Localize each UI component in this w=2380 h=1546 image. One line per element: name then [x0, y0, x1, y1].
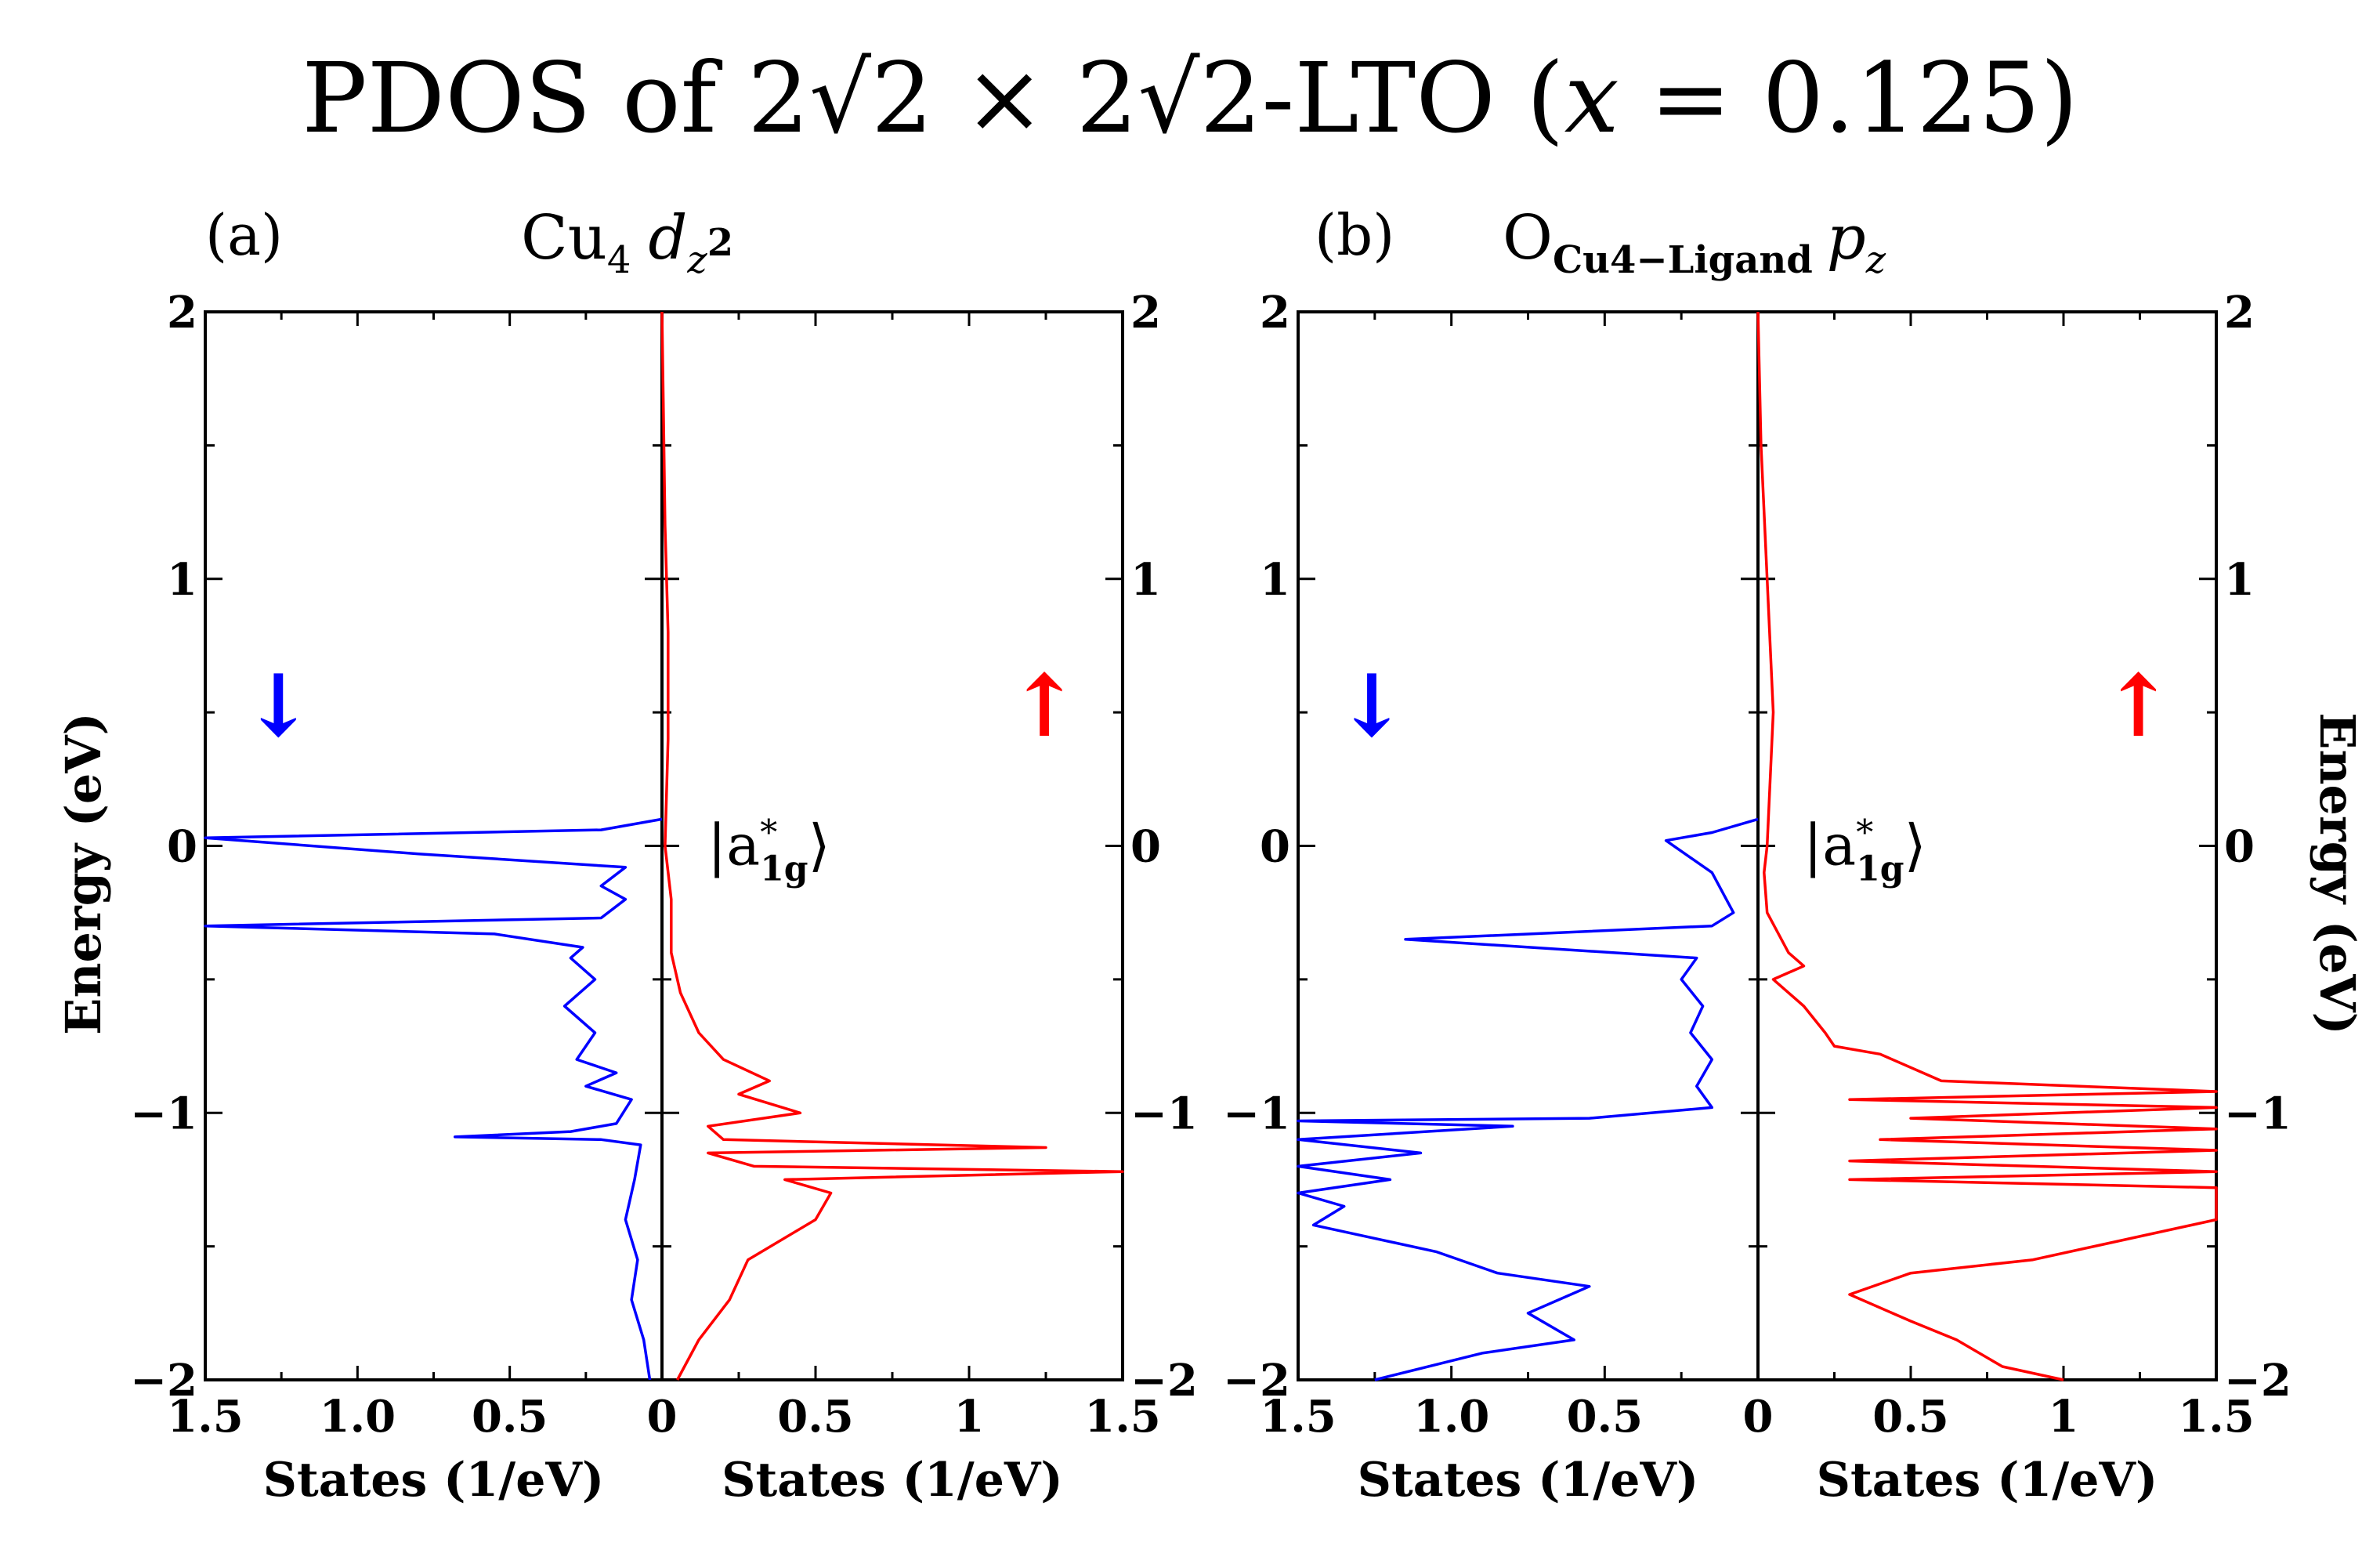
y-tick-label-left: 1	[167, 554, 197, 606]
a1g-annotation: |a* 1g⟩	[1803, 813, 1926, 889]
spin-up-arrow: ↑	[1008, 655, 1080, 756]
x-axis-label-left: States (1/eV)	[263, 1453, 605, 1508]
y-tick-label-right: 0	[1130, 821, 1161, 873]
y-tick-label-left: −2	[1223, 1355, 1290, 1407]
y-tick-label-right: −1	[1130, 1088, 1198, 1139]
y-tick-label-left: 0	[1260, 821, 1290, 873]
x-tick-label: 0.5	[472, 1391, 548, 1443]
x-axis-label-right: States (1/eV)	[722, 1453, 1063, 1508]
x-tick-label: 1.5	[2178, 1391, 2254, 1443]
x-tick-label: 1.5	[1260, 1391, 1336, 1443]
x-tick-label: 1.0	[1413, 1391, 1489, 1443]
y-tick-label-right: 0	[2224, 821, 2255, 873]
y-tick-label-right: 1	[1130, 554, 1161, 606]
spin-down-arrow: ↓	[242, 655, 314, 756]
y-axis-label-right: Energy (eV)	[2309, 712, 2366, 1035]
panel-b-label: (b)	[1315, 202, 1394, 268]
y-axis-label-left: Energy (eV)	[55, 712, 112, 1035]
y-tick-label-left: −2	[130, 1355, 197, 1407]
a1g-annotation: |a* 1g⟩	[707, 813, 830, 889]
title-radical: √2	[809, 42, 933, 155]
spin-down-arrow: ↓	[1336, 655, 1408, 756]
panel-a-plot: −2 −2 −1 −1 0 0 1 1 2 2 1.5 1.0 0.5 0 0.5 1 1.5 States (1…	[130, 287, 1198, 1508]
y-tick-label-left: 2	[1260, 287, 1290, 339]
title-pre: PDOS of 2	[302, 42, 809, 155]
x-axis-label-right: States (1/eV)	[1817, 1453, 2158, 1508]
x-tick-label: 0.5	[1872, 1391, 1948, 1443]
x-tick-label: 0	[1743, 1391, 1774, 1443]
y-tick-label-left: 1	[1260, 554, 1290, 606]
spin-up-line	[1756, 311, 2218, 1381]
title-eq: = 0.125)	[1619, 42, 2078, 155]
spin-up-line	[660, 311, 1124, 1381]
y-tick-label-right: −2	[1130, 1355, 1198, 1407]
chart-title: PDOS of 2√2 × 2√2-LTO (x = 0.125)	[302, 42, 2078, 155]
y-tick-label-left: −1	[1223, 1088, 1290, 1139]
y-tick-label-right: 2	[1130, 287, 1161, 339]
panel-a-orbital: Cu4 dz2	[521, 203, 733, 282]
spin-down-line	[1297, 817, 1759, 1381]
x-tick-label: 1	[2049, 1391, 2079, 1443]
title-radical-2: √2	[1138, 42, 1262, 155]
x-tick-label: 0.5	[1567, 1391, 1643, 1443]
title-post: -LTO (	[1261, 42, 1564, 155]
panel-a-label: (a)	[205, 202, 283, 268]
y-tick-label-left: 2	[167, 287, 197, 339]
x-tick-label: 1.0	[320, 1391, 396, 1443]
y-tick-label-right: −2	[2224, 1355, 2291, 1407]
y-tick-label-left: 0	[167, 821, 197, 873]
panel-b-orbital: OCu4−Ligand pz	[1503, 203, 1886, 282]
x-tick-label: 1.5	[1084, 1391, 1160, 1443]
title-var: x	[1564, 42, 1619, 155]
y-tick-label-right: −1	[2224, 1088, 2291, 1139]
y-tick-label-right: 2	[2224, 287, 2255, 339]
x-tick-label: 0	[647, 1391, 678, 1443]
x-tick-label: 1.5	[167, 1391, 243, 1443]
spin-down-line	[204, 817, 663, 1381]
x-axis-label-left: States (1/eV)	[1358, 1453, 1699, 1508]
spin-up-arrow: ↑	[2102, 655, 2174, 756]
y-tick-label-right: 1	[2224, 554, 2255, 606]
x-tick-label: 1	[954, 1391, 985, 1443]
x-tick-label: 0.5	[777, 1391, 853, 1443]
panel-b-plot: −2 −2 −1 −1 0 0 1 1 2 2 1.5 1.0 0.5 0 0.5 1 1.5 States (1…	[1223, 287, 2291, 1508]
title-times: × 2	[933, 42, 1138, 155]
y-tick-label-left: −1	[130, 1088, 197, 1139]
